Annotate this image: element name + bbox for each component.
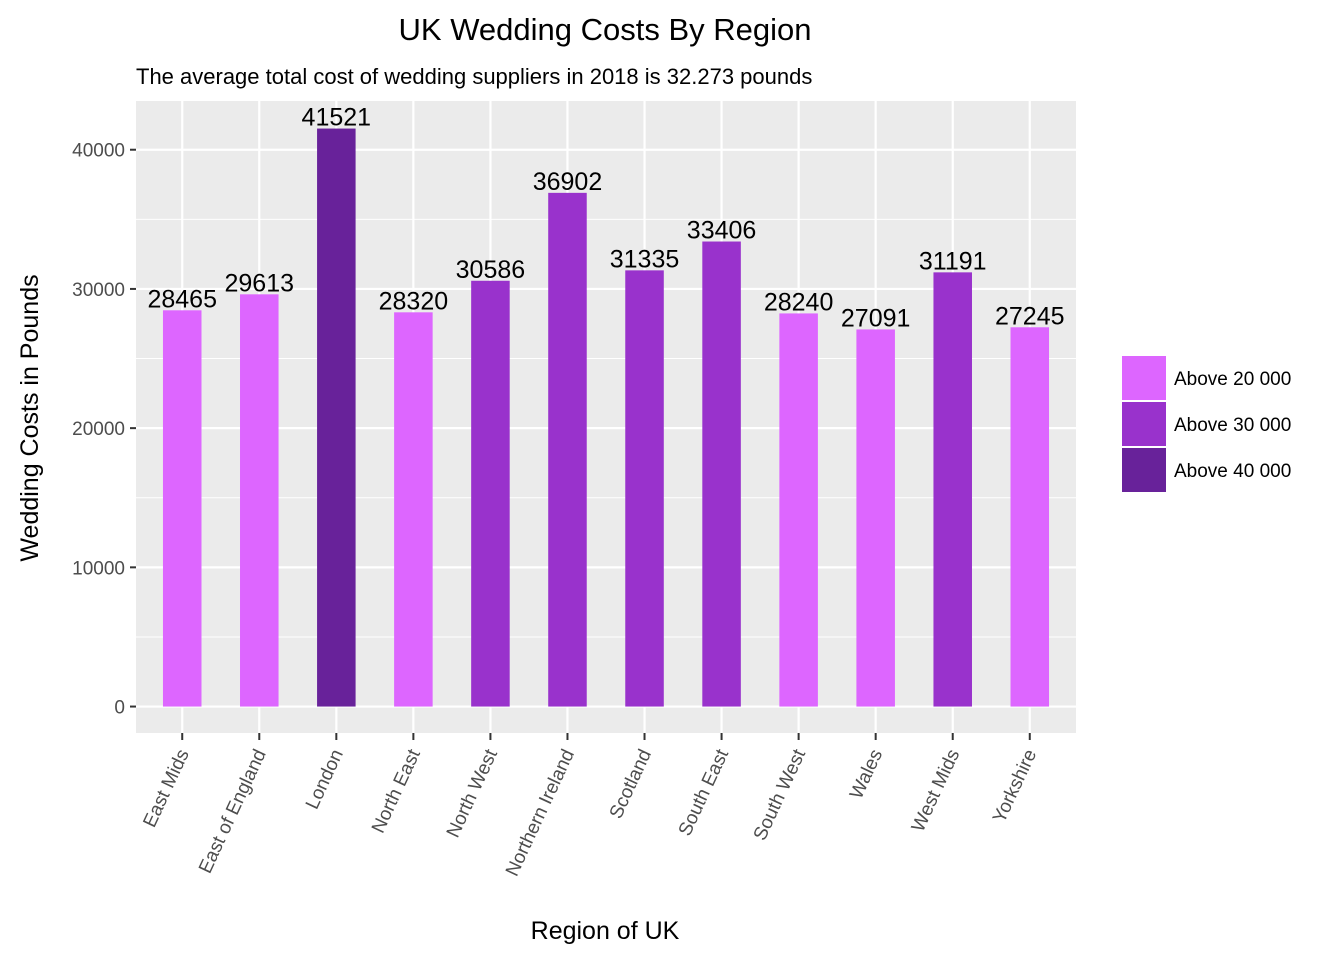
x-tick-label: Scotland: [606, 746, 656, 822]
bar: [317, 128, 356, 707]
bar-value-label: 28240: [764, 288, 834, 316]
y-tick-label: 20000: [72, 419, 125, 440]
bar-value-label: 27245: [995, 302, 1065, 330]
bar: [162, 310, 202, 707]
legend-label: Above 20 000: [1174, 369, 1291, 390]
bar: [548, 192, 587, 707]
legend-label: Above 30 000: [1174, 415, 1291, 436]
x-tick-label: West Mids: [908, 746, 964, 835]
x-tick-label: East Mids: [139, 746, 193, 830]
bar: [625, 270, 664, 707]
bar: [779, 313, 818, 707]
bar-value-label: 31335: [610, 245, 680, 273]
bar: [1010, 327, 1050, 707]
bar: [856, 329, 895, 707]
bar: [240, 294, 279, 707]
x-tick-label: North East: [368, 746, 425, 837]
bar-value-label: 30586: [456, 256, 526, 284]
bar-value-label: 41521: [302, 104, 372, 132]
bar-value-label: 29613: [225, 269, 295, 297]
y-tick-label: 40000: [72, 141, 125, 162]
bar: [394, 312, 433, 707]
bar-value-label: 31191: [919, 247, 987, 275]
y-tick-label: 0: [114, 698, 125, 719]
bar: [471, 280, 510, 707]
bar: [702, 241, 741, 707]
legend-key: [1122, 402, 1166, 446]
legend-label: Above 40 000: [1174, 461, 1291, 482]
bars: [162, 128, 1050, 707]
y-axis: 0 10000 20000 30000 40000: [72, 141, 136, 719]
bar: [933, 272, 972, 707]
bar-value-label: 28465: [147, 285, 217, 313]
x-axis-title: Region of UK: [531, 917, 680, 945]
x-tick-label: Yorkshire: [989, 746, 1041, 826]
bar-value-label: 36902: [533, 168, 603, 196]
x-tick-label: East of England: [195, 746, 271, 876]
y-tick-label: 30000: [72, 280, 125, 301]
legend-key: [1122, 356, 1166, 400]
y-tick-label: 10000: [72, 558, 125, 579]
y-axis-title: Wedding Costs in Pounds: [16, 274, 44, 561]
bar-value-label: 27091: [841, 304, 911, 332]
x-tick-label: London: [302, 746, 348, 812]
x-axis: East Mids East of England London North East…: [139, 733, 1041, 880]
x-tick-label: South East: [675, 746, 734, 840]
chart-subtitle: The average total cost of wedding suppli…: [136, 64, 812, 89]
plot-panel: [136, 101, 1076, 733]
x-tick-label: South West: [750, 746, 811, 844]
legend-key: [1122, 448, 1166, 492]
x-tick-label: Northern Ireland: [502, 746, 579, 879]
bar-value-label: 33406: [687, 217, 757, 245]
chart-title: UK Wedding Costs By Region: [399, 12, 812, 47]
x-tick-label: Wales: [846, 746, 887, 802]
bar-value-label: 28320: [379, 287, 449, 315]
x-tick-label: North West: [443, 746, 502, 841]
legend: Above 20 000 Above 30 000 Above 40 000: [1122, 356, 1291, 492]
